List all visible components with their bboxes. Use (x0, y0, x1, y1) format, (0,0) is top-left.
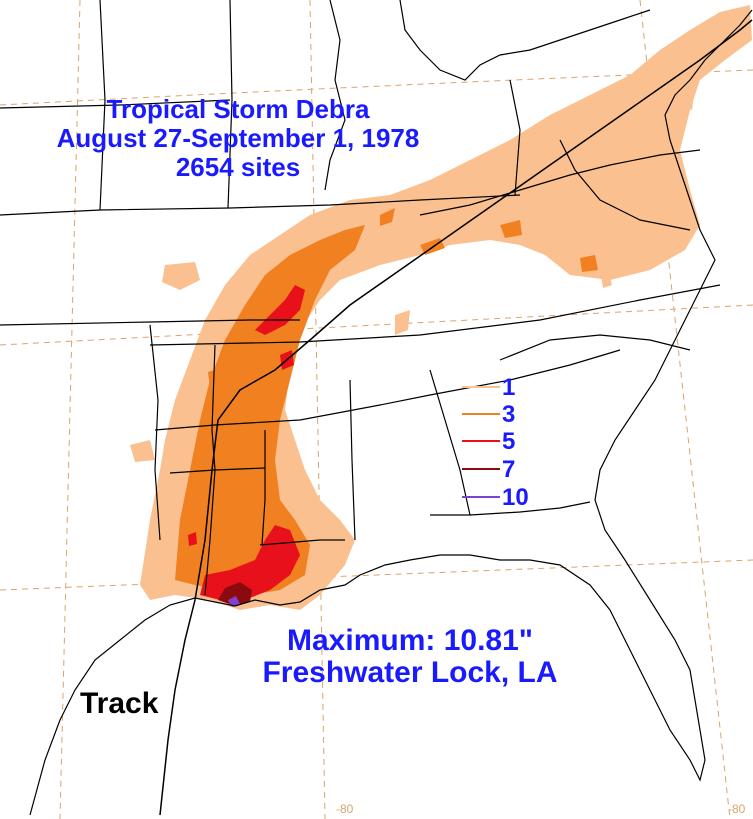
maximum-location-label: Freshwater Lock, LA (262, 656, 557, 689)
legend-label-5: 5 (502, 428, 515, 455)
legend-label-1: 1 (502, 374, 515, 401)
legend-label-10: 10 (502, 484, 529, 511)
rainfall-legend: 1 3 5 7 10 (462, 374, 529, 511)
legend-label-7: 7 (502, 456, 515, 483)
storm-track (159, 19, 753, 816)
maximum-value-label: Maximum: 10.81" (287, 624, 533, 657)
coastline (29, 9, 753, 816)
rain-10-inch-area (228, 596, 240, 607)
title-line-1: Tropical Storm Debra (107, 94, 370, 124)
track-label: Track (80, 687, 159, 720)
rain-1-inch-area (130, 5, 752, 610)
longitude-tick-label: -80 (728, 802, 746, 816)
title-line-2: August 27-September 1, 1978 (57, 123, 420, 153)
rain-7-inch-area (218, 582, 252, 606)
great-lakes (324, 0, 651, 191)
title-line-3: 2654 sites (176, 152, 300, 182)
legend-label-3: 3 (502, 401, 515, 428)
longitude-tick-label: -80 (336, 802, 354, 816)
